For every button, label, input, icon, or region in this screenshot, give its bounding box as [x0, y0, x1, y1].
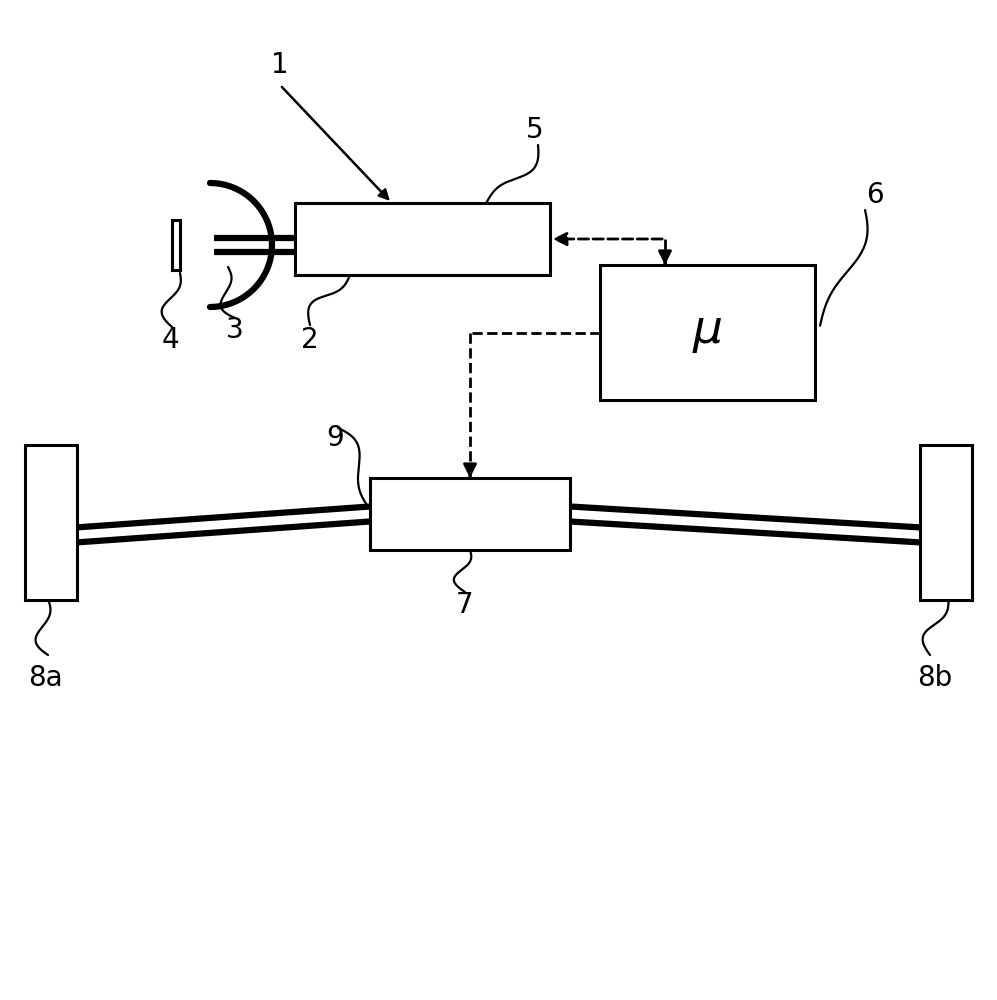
- Text: 8a: 8a: [28, 664, 63, 692]
- Bar: [370, 478, 570, 550]
- Text: 3: 3: [226, 316, 244, 344]
- Text: 8b: 8b: [917, 664, 952, 692]
- Bar: [920, 445, 972, 600]
- Text: 7: 7: [457, 591, 474, 619]
- Text: $\mu$: $\mu$: [692, 310, 723, 355]
- Text: 1: 1: [271, 51, 289, 79]
- Text: 2: 2: [301, 326, 319, 354]
- Text: 4: 4: [162, 326, 178, 354]
- Text: 6: 6: [866, 181, 883, 209]
- Text: 9: 9: [326, 424, 344, 452]
- Bar: [600, 265, 815, 400]
- Bar: [295, 203, 550, 275]
- Text: 5: 5: [526, 116, 543, 144]
- Bar: [25, 445, 77, 600]
